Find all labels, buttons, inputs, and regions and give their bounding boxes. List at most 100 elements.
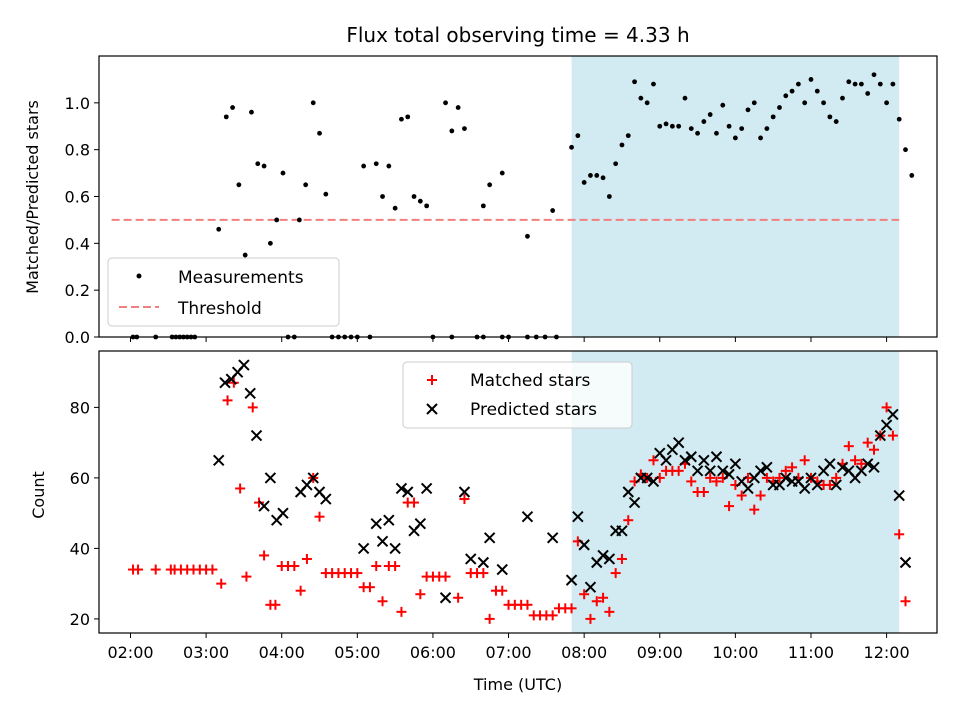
measurement-point-101	[808, 77, 814, 82]
measurement-point-67	[594, 173, 600, 178]
predicted-point-17	[370, 518, 382, 530]
measurement-point-66	[588, 173, 593, 178]
predicted-point-82	[868, 461, 880, 474]
measurement-point-54	[443, 100, 448, 106]
measurement-point-69	[606, 194, 612, 199]
measurement-point-83	[695, 130, 700, 136]
predicted-point-39	[597, 549, 609, 562]
predicted-point-56	[704, 465, 716, 477]
matched-point-48	[453, 592, 464, 603]
predicted-point-60	[729, 458, 742, 470]
measurement-point-10	[216, 226, 222, 232]
top-legend: Measurements Threshold	[107, 257, 340, 327]
matched-point-12	[222, 395, 233, 406]
predicted-point-51	[672, 436, 685, 449]
measurement-point-62	[550, 208, 556, 213]
matched-point-107	[824, 479, 835, 490]
measurement-point-11	[223, 114, 229, 120]
measurement-point-74	[638, 95, 644, 101]
matched-point-11	[216, 578, 227, 589]
predicted-point-0	[213, 454, 225, 466]
measurement-point-94	[764, 126, 770, 131]
predicted-point-76	[830, 479, 842, 491]
x-tick-label-4: 06:00	[410, 643, 456, 662]
measurement-point-23	[296, 217, 302, 223]
predicted-point-13	[307, 472, 319, 484]
predicted-point-20	[389, 542, 401, 555]
predicted-point-35	[572, 510, 584, 523]
measurement-point-113	[884, 100, 889, 106]
predicted-point-84	[880, 419, 893, 431]
measurement-point-103	[821, 100, 826, 106]
predicted-point-30	[483, 532, 496, 544]
bottom-legend-box	[402, 361, 633, 429]
x-tick-label-5: 07:00	[485, 643, 531, 662]
measurement-point-24	[303, 182, 309, 188]
predicted-point-52	[679, 454, 691, 466]
matched-point-96	[755, 490, 766, 501]
measurement-point-37	[386, 163, 392, 169]
measurement-point-63	[569, 144, 574, 150]
matched-point-75	[623, 515, 634, 526]
predicted-point-77	[836, 461, 849, 474]
measurement-point-97	[783, 93, 789, 99]
measurement-point-34	[361, 163, 367, 169]
matched-point-53	[484, 613, 495, 624]
matched-point-52	[478, 568, 489, 579]
predicted-point-6	[250, 429, 263, 442]
matched-point-17	[254, 497, 265, 508]
measurement-point-43	[424, 203, 430, 209]
matched-point-63	[547, 610, 558, 621]
measurement-point-26	[317, 130, 322, 136]
predicted-point-54	[691, 465, 704, 477]
measurement-point-78	[663, 121, 669, 127]
legend-measurements-marker	[136, 273, 142, 279]
measurement-point-100	[802, 100, 808, 106]
predicted-point-16	[357, 542, 370, 555]
matched-point-85	[686, 476, 697, 487]
measurement-point-12	[230, 105, 235, 110]
measurement-point-81	[682, 95, 688, 101]
bottom-y-tick-label-0: 20	[70, 610, 90, 629]
matched-point-100	[780, 465, 791, 476]
predicted-point-5	[244, 387, 256, 400]
measurement-point-112	[877, 81, 883, 87]
measurement-point-110	[865, 91, 871, 96]
matched-point-36	[371, 561, 382, 572]
predicted-point-68	[780, 472, 792, 484]
measurement-point-85	[707, 112, 713, 117]
matched-point-16	[247, 402, 258, 413]
top-y-tick-label-3: 0.6	[65, 188, 90, 207]
predicted-point-19	[383, 514, 395, 526]
legend-threshold-label: Threshold	[177, 299, 262, 319]
measurement-point-106	[840, 95, 845, 101]
x-tick-label-9: 11:00	[788, 643, 834, 662]
chart-title: Flux total observing time = 4.33 h	[346, 23, 689, 47]
matched-point-79	[648, 455, 659, 466]
x-tick-label-3: 05:00	[334, 643, 380, 662]
predicted-point-44	[628, 496, 641, 509]
x-tick-label-1: 03:00	[183, 643, 229, 662]
measurement-point-35	[373, 161, 379, 167]
matched-point-101	[787, 462, 798, 473]
matched-point-42	[409, 497, 420, 508]
measurement-point-93	[758, 135, 763, 141]
predicted-point-37	[584, 581, 597, 593]
matched-point-49	[459, 494, 470, 505]
x-tick-label-8: 10:00	[712, 643, 758, 662]
top-highlight-span	[571, 56, 900, 337]
x-tick-label-0: 02:00	[107, 643, 153, 662]
measurement-point-60	[499, 170, 505, 176]
matched-point-113	[862, 437, 873, 448]
measurement-point-117	[909, 173, 915, 178]
legend-predicted-label: Predicted stars	[470, 400, 597, 420]
predicted-point-31	[496, 563, 508, 576]
measurement-point-91	[745, 107, 751, 113]
predicted-point-65	[761, 461, 773, 474]
measurement-point-90	[739, 126, 745, 131]
measurement-point-27	[323, 191, 329, 197]
matched-point-97	[761, 472, 772, 483]
measurement-point-79	[669, 123, 675, 129]
measurement-point-55	[449, 128, 455, 134]
predicted-point-24	[414, 518, 427, 530]
